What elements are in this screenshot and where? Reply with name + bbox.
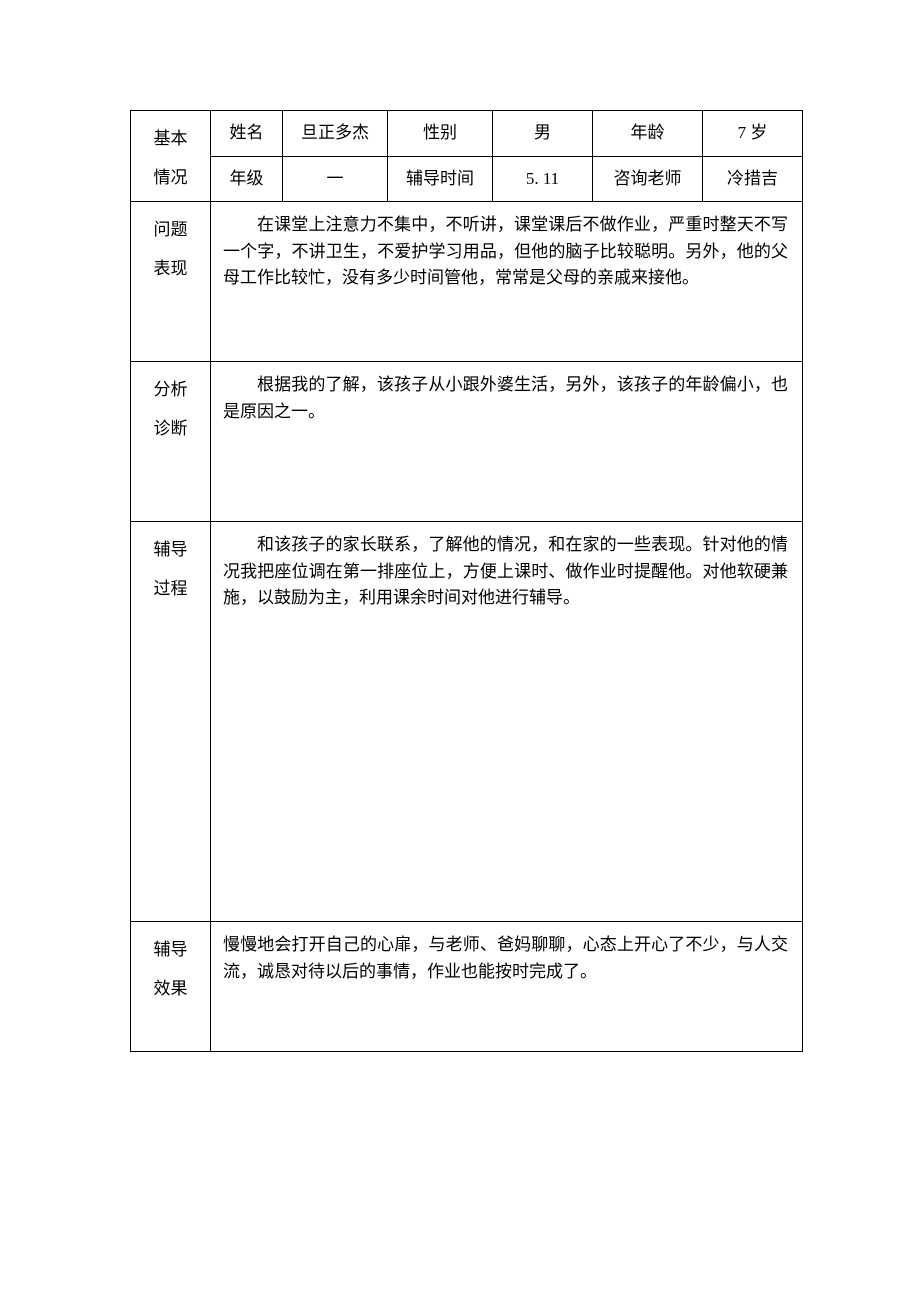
teacher-value: 冷措吉: [703, 156, 803, 202]
label-text: 分析 诊断: [154, 380, 188, 438]
label-text: 基本 情况: [154, 129, 188, 187]
process-label: 辅导 过程: [131, 522, 211, 922]
process-text: 和该孩子的家长联系，了解他的情况，和在家的一些表现。针对他的情况我把座位调在第一…: [217, 526, 796, 617]
age-value: 7 岁: [703, 111, 803, 157]
process-text-cell: 和该孩子的家长联系，了解他的情况，和在家的一些表现。针对他的情况我把座位调在第一…: [211, 522, 803, 922]
teacher-label: 咨询老师: [593, 156, 703, 202]
problem-text-cell: 在课堂上注意力不集中，不听讲，课堂课后不做作业，严重时整天不写一个字，不讲卫生，…: [211, 202, 803, 362]
analysis-text-cell: 根据我的了解，该孩子从小跟外婆生活，另外，该孩子的年龄偏小，也是原因之一。: [211, 362, 803, 522]
grade-label: 年级: [211, 156, 283, 202]
effect-text: 慢慢地会打开自己的心扉，与老师、爸妈聊聊，心态上开心了不少，与人交流，诚恳对待以…: [217, 926, 796, 991]
gender-value: 男: [493, 111, 593, 157]
effect-text-cell: 慢慢地会打开自己的心扉，与老师、爸妈聊聊，心态上开心了不少，与人交流，诚恳对待以…: [211, 922, 803, 1052]
age-label: 年龄: [593, 111, 703, 157]
effect-label: 辅导 效果: [131, 922, 211, 1052]
basic-info-label: 基本 情况: [131, 111, 211, 202]
analysis-text: 根据我的了解，该孩子从小跟外婆生活，另外，该孩子的年龄偏小，也是原因之一。: [217, 366, 796, 431]
grade-value: 一: [283, 156, 388, 202]
time-label: 辅导时间: [388, 156, 493, 202]
problem-text: 在课堂上注意力不集中，不听讲，课堂课后不做作业，严重时整天不写一个字，不讲卫生，…: [217, 206, 796, 297]
label-text: 辅导 效果: [154, 940, 188, 998]
problem-label: 问题 表现: [131, 202, 211, 362]
time-value: 5. 11: [493, 156, 593, 202]
name-value: 旦正多杰: [283, 111, 388, 157]
label-text: 辅导 过程: [154, 540, 188, 598]
gender-label: 性别: [388, 111, 493, 157]
counseling-record-table: 基本 情况 姓名 旦正多杰 性别 男 年龄 7 岁 年级 一 辅导时间 5. 1…: [130, 110, 803, 1052]
label-text: 问题 表现: [154, 220, 188, 278]
analysis-label: 分析 诊断: [131, 362, 211, 522]
name-label: 姓名: [211, 111, 283, 157]
